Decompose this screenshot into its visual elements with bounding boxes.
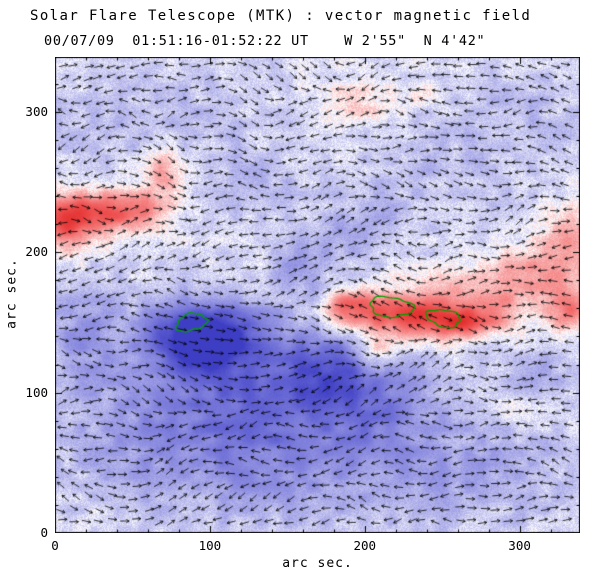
x-tick-label: 0 <box>51 538 59 553</box>
y-tick-label: 100 <box>25 384 48 400</box>
y-tick-label: 300 <box>25 103 48 119</box>
magnetogram-canvas <box>55 57 580 533</box>
y-axis-label: arc sec. <box>4 258 20 329</box>
x-tick-label: 100 <box>198 538 222 553</box>
y-tick-label: 0 <box>40 525 48 540</box>
x-tick-label: 200 <box>353 538 377 553</box>
plot-title: Solar Flare Telescope (MTK) : vector mag… <box>30 8 532 24</box>
y-tick-label: 200 <box>25 244 48 260</box>
plot-subtitle: 00/07/09 01:51:16-01:52:22 UT W 2'55" N … <box>44 33 486 49</box>
x-axis-label: arc sec. <box>282 556 353 571</box>
x-tick-label: 300 <box>508 538 531 553</box>
